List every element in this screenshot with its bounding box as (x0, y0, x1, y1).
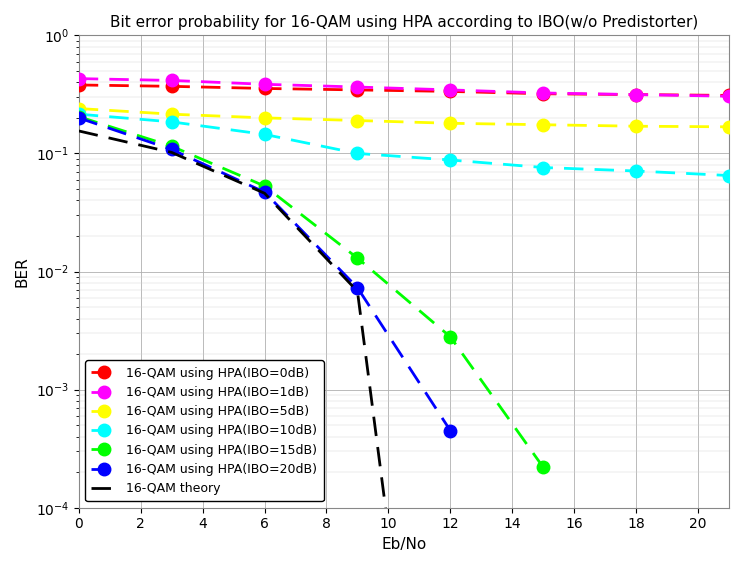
Legend: 16-QAM using HPA(IBO=0dB), 16-QAM using HPA(IBO=1dB), 16-QAM using HPA(IBO=5dB),: 16-QAM using HPA(IBO=0dB), 16-QAM using … (85, 361, 324, 501)
16-QAM using HPA(IBO=5dB) (446, 120, 455, 126)
Line: 16-QAM using HPA(IBO=15dB): 16-QAM using HPA(IBO=15dB) (72, 111, 550, 473)
16-QAM using HPA(IBO=15dB) (539, 464, 548, 471)
Line: 16-QAM using HPA(IBO=0dB): 16-QAM using HPA(IBO=0dB) (72, 79, 735, 101)
16-QAM using HPA(IBO=20dB) (74, 115, 83, 121)
16-QAM using HPA(IBO=5dB) (260, 115, 269, 121)
16-QAM using HPA(IBO=0dB) (353, 87, 362, 94)
16-QAM using HPA(IBO=15dB) (74, 113, 83, 120)
16-QAM using HPA(IBO=5dB) (539, 121, 548, 128)
16-QAM using HPA(IBO=1dB) (446, 87, 455, 94)
16-QAM using HPA(IBO=20dB) (446, 427, 455, 434)
16-QAM using HPA(IBO=1dB) (632, 91, 641, 98)
16-QAM theory (353, 288, 362, 295)
16-QAM using HPA(IBO=5dB) (725, 124, 734, 130)
16-QAM using HPA(IBO=10dB) (632, 168, 641, 175)
16-QAM using HPA(IBO=15dB) (260, 183, 269, 189)
16-QAM theory (384, 526, 393, 533)
16-QAM using HPA(IBO=0dB) (725, 92, 734, 99)
Line: 16-QAM theory: 16-QAM theory (79, 131, 388, 530)
16-QAM using HPA(IBO=1dB) (353, 83, 362, 90)
16-QAM using HPA(IBO=5dB) (167, 111, 176, 117)
16-QAM using HPA(IBO=0dB) (632, 91, 641, 98)
16-QAM using HPA(IBO=0dB) (539, 90, 548, 97)
16-QAM using HPA(IBO=20dB) (353, 284, 362, 291)
16-QAM using HPA(IBO=0dB) (260, 85, 269, 92)
16-QAM theory (74, 128, 83, 134)
16-QAM using HPA(IBO=0dB) (446, 88, 455, 95)
16-QAM using HPA(IBO=1dB) (539, 90, 548, 96)
16-QAM using HPA(IBO=10dB) (74, 111, 83, 117)
16-QAM using HPA(IBO=0dB) (74, 82, 83, 88)
16-QAM using HPA(IBO=5dB) (74, 105, 83, 112)
16-QAM using HPA(IBO=10dB) (539, 164, 548, 171)
X-axis label: Eb/No: Eb/No (381, 537, 426, 552)
16-QAM using HPA(IBO=1dB) (260, 81, 269, 88)
16-QAM using HPA(IBO=1dB) (167, 77, 176, 84)
Y-axis label: BER: BER (15, 256, 30, 287)
Line: 16-QAM using HPA(IBO=20dB): 16-QAM using HPA(IBO=20dB) (72, 112, 457, 437)
16-QAM using HPA(IBO=5dB) (353, 117, 362, 124)
Line: 16-QAM using HPA(IBO=5dB): 16-QAM using HPA(IBO=5dB) (72, 102, 735, 133)
16-QAM theory (167, 149, 176, 156)
Title: Bit error probability for 16-QAM using HPA according to IBO(w/o Predistorter): Bit error probability for 16-QAM using H… (110, 15, 698, 30)
16-QAM using HPA(IBO=10dB) (353, 150, 362, 157)
16-QAM using HPA(IBO=10dB) (446, 156, 455, 163)
Line: 16-QAM using HPA(IBO=10dB): 16-QAM using HPA(IBO=10dB) (72, 108, 735, 182)
16-QAM using HPA(IBO=0dB) (167, 83, 176, 90)
Line: 16-QAM using HPA(IBO=1dB): 16-QAM using HPA(IBO=1dB) (72, 73, 735, 103)
16-QAM theory (260, 190, 269, 197)
16-QAM using HPA(IBO=15dB) (167, 143, 176, 150)
16-QAM using HPA(IBO=1dB) (725, 93, 734, 100)
16-QAM using HPA(IBO=15dB) (353, 255, 362, 261)
16-QAM using HPA(IBO=20dB) (260, 189, 269, 196)
16-QAM using HPA(IBO=10dB) (167, 119, 176, 125)
16-QAM using HPA(IBO=20dB) (167, 146, 176, 153)
16-QAM using HPA(IBO=10dB) (725, 172, 734, 179)
16-QAM using HPA(IBO=5dB) (632, 123, 641, 130)
16-QAM using HPA(IBO=10dB) (260, 131, 269, 138)
16-QAM using HPA(IBO=1dB) (74, 75, 83, 82)
16-QAM using HPA(IBO=15dB) (446, 333, 455, 340)
